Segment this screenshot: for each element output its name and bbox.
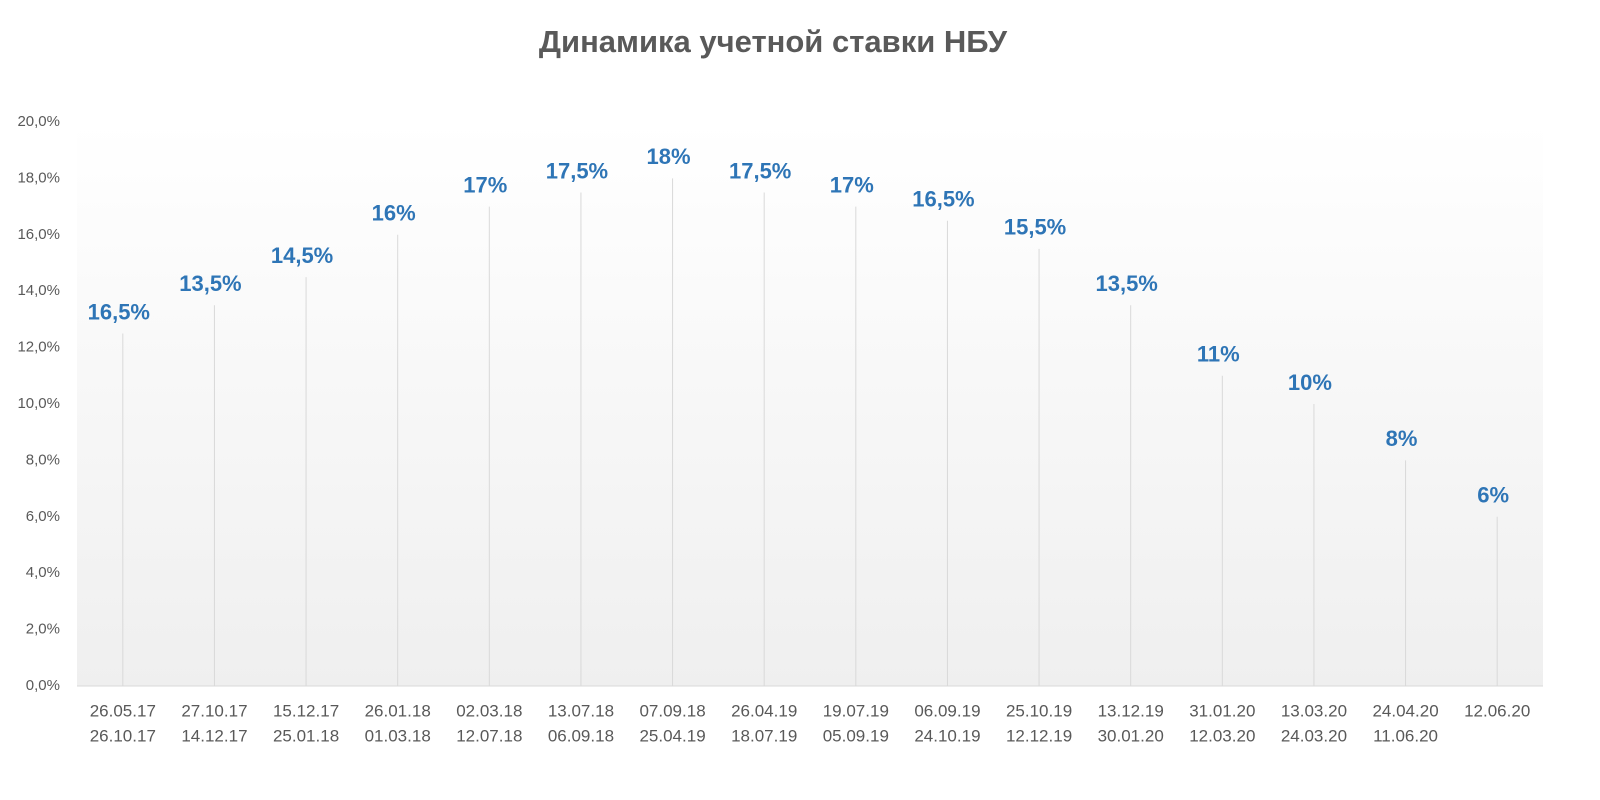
x-tick-label: 26.04.19 xyxy=(731,701,797,720)
y-tick-label: 0,0% xyxy=(26,677,60,694)
x-tick-label: 25.10.19 xyxy=(1006,701,1072,720)
x-tick-label: 24.04.20 xyxy=(1372,701,1438,720)
data-label: 6% xyxy=(1477,483,1509,508)
x-tick-label: 05.09.19 xyxy=(823,726,889,745)
data-label: 8% xyxy=(1386,426,1418,451)
x-tick-label: 15.12.17 xyxy=(273,701,339,720)
y-tick-label: 20,0% xyxy=(17,113,60,130)
x-tick-label: 13.03.20 xyxy=(1281,701,1347,720)
data-label: 17,5% xyxy=(729,158,791,183)
x-tick-label: 18.07.19 xyxy=(731,726,797,745)
x-tick-label: 12.06.20 xyxy=(1464,701,1530,720)
y-tick-label: 2,0% xyxy=(26,621,60,638)
data-label: 11% xyxy=(1197,342,1240,367)
x-tick-label: 26.01.18 xyxy=(365,701,431,720)
x-tick-label: 06.09.18 xyxy=(548,726,614,745)
data-label: 15,5% xyxy=(1004,215,1066,240)
x-tick-label: 13.07.18 xyxy=(548,701,614,720)
y-tick-label: 14,0% xyxy=(17,282,60,299)
data-label: 13,5% xyxy=(1095,271,1157,296)
data-label: 10% xyxy=(1288,370,1332,395)
x-tick-label: 31.01.20 xyxy=(1189,701,1255,720)
y-tick-label: 8,0% xyxy=(26,451,60,468)
x-tick-label: 30.01.20 xyxy=(1098,726,1164,745)
y-tick-label: 16,0% xyxy=(17,226,60,243)
data-label: 13,5% xyxy=(179,271,241,296)
x-tick-label: 07.09.18 xyxy=(639,701,705,720)
x-tick-label: 01.03.18 xyxy=(365,726,431,745)
data-label: 16,5% xyxy=(88,299,150,324)
x-tick-label: 19.07.19 xyxy=(823,701,889,720)
x-tick-label: 25.01.18 xyxy=(273,726,339,745)
x-tick-label: 02.03.18 xyxy=(456,701,522,720)
data-label: 18% xyxy=(647,144,691,169)
x-tick-label: 26.05.17 xyxy=(90,701,156,720)
chart-title: Динамика учетной ставки НБУ xyxy=(539,24,1008,59)
y-tick-label: 12,0% xyxy=(17,339,60,356)
y-tick-label: 10,0% xyxy=(17,395,60,412)
x-tick-label: 12.07.18 xyxy=(456,726,522,745)
data-label: 17,5% xyxy=(546,158,608,183)
x-tick-label: 12.12.19 xyxy=(1006,726,1072,745)
x-tick-label: 26.10.17 xyxy=(90,726,156,745)
data-label: 17% xyxy=(830,172,874,197)
x-tick-label: 27.10.17 xyxy=(181,701,247,720)
x-tick-label: 25.04.19 xyxy=(639,726,705,745)
x-tick-label: 24.03.20 xyxy=(1281,726,1347,745)
y-tick-label: 18,0% xyxy=(17,169,60,186)
x-tick-label: 14.12.17 xyxy=(181,726,247,745)
x-tick-label: 12.03.20 xyxy=(1189,726,1255,745)
x-tick-label: 06.09.19 xyxy=(914,701,980,720)
x-tick-label: 24.10.19 xyxy=(914,726,980,745)
data-label: 16% xyxy=(372,201,416,226)
y-tick-label: 4,0% xyxy=(26,564,60,581)
data-label: 17% xyxy=(463,172,507,197)
data-label: 16,5% xyxy=(912,187,974,212)
data-label: 14,5% xyxy=(271,243,333,268)
x-tick-label: 11.06.20 xyxy=(1373,726,1438,745)
plot-area xyxy=(77,122,1543,686)
x-tick-label: 13.12.19 xyxy=(1098,701,1164,720)
y-tick-label: 6,0% xyxy=(26,508,60,525)
